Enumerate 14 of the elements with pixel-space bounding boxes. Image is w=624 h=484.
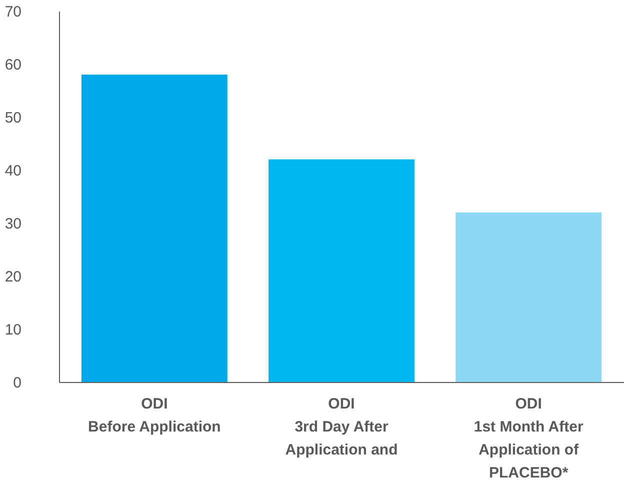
x-tick-label: ODI 3rd Day After Application and bbox=[285, 396, 398, 458]
y-tick-label: 10 bbox=[4, 322, 22, 338]
bar bbox=[81, 74, 228, 382]
y-tick-label: 30 bbox=[4, 216, 22, 232]
bar bbox=[456, 212, 602, 382]
y-tick-label: 0 bbox=[13, 374, 22, 392]
y-tick-label: 70 bbox=[4, 4, 22, 20]
x-tick-label: ODI 1st Month After Application of PLACEBO* bbox=[474, 396, 584, 482]
x-tick-label: ODI Before Application bbox=[88, 396, 221, 436]
y-tick-label: 50 bbox=[4, 110, 22, 126]
bar bbox=[268, 159, 414, 382]
y-tick-label: 20 bbox=[4, 268, 22, 286]
y-tick-label: 40 bbox=[4, 162, 22, 180]
y-tick-label: 60 bbox=[4, 56, 22, 74]
